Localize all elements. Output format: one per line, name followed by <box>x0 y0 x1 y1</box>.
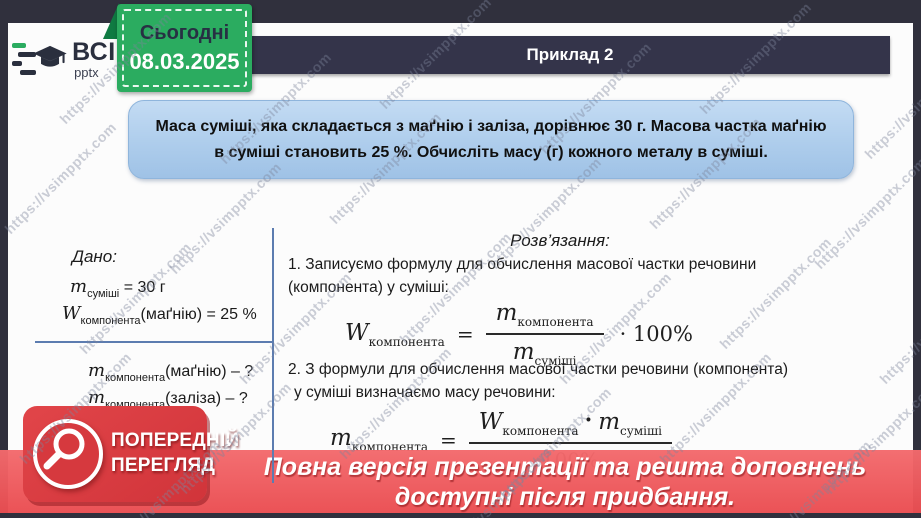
math-var: m <box>330 425 352 451</box>
page-title: Приклад 2 <box>526 45 614 64</box>
given-label: Дано: <box>72 247 117 266</box>
equals-sign: = <box>456 322 474 346</box>
unknown-line-magnesium: mкомпонента(маґнію) – ? <box>88 360 253 384</box>
slide-header: Приклад 2 <box>250 36 890 74</box>
multiplication-dot: · <box>584 407 593 433</box>
logo-motion-dashes <box>12 39 36 79</box>
given-fraction-line: Wкомпонента(маґнію) = 25 % <box>62 303 257 327</box>
step2-text-line1: 2. З формули для обчислення масової част… <box>288 361 788 378</box>
logo-sub-name: pptx <box>74 64 99 80</box>
today-badge-border: Сьогодні 08.03.2025 <box>122 9 247 87</box>
math-value: (маґнію) = 25 % <box>140 306 257 323</box>
today-label: Сьогодні <box>139 21 230 44</box>
purchase-notice-line2: доступні після придбання. <box>394 483 736 511</box>
problem-statement-box: Маса суміші, яка складається з маґнію і … <box>128 100 854 179</box>
preview-badge-line1: ПОПЕРЕДНІЙ <box>111 430 240 451</box>
math-sub: компонента <box>80 315 141 327</box>
math-sub: суміші <box>87 288 120 300</box>
math-value: (маґнію) – ? <box>165 363 254 380</box>
equals-sign: = <box>439 427 457 452</box>
today-date: 08.03.2025 <box>129 48 240 74</box>
preview-badge-text: ПОПЕРЕДНІЙ ПЕРЕГЛЯД <box>111 428 239 478</box>
preview-badge-line2: ПЕРЕГЛЯД <box>111 455 216 476</box>
fraction-denominator: mсуміші <box>485 333 604 368</box>
times-100-percent: · 100% <box>619 322 693 346</box>
math-var: m <box>88 360 106 381</box>
math-sub: компонента <box>105 372 166 384</box>
fraction-numerator: mкомпонента <box>495 300 594 329</box>
vertical-divider <box>272 228 274 483</box>
math-value: = 30 г <box>123 279 166 296</box>
fraction: mкомпонента mсуміші <box>485 300 604 368</box>
problem-text: Маса суміші, яка складається з маґнію і … <box>155 117 827 161</box>
purchase-notice-line1: Повна версія презентації та решта доповн… <box>263 453 867 481</box>
math-sub: компонента <box>368 334 445 349</box>
fraction-numerator: Wкомпонента · mсуміші <box>478 407 662 438</box>
step1-text-line1: 1. Записуємо формулу для обчислення масо… <box>288 256 757 273</box>
math-var: W <box>62 303 81 324</box>
purchase-notice-text: Повна версія презентації та решта доповн… <box>209 452 921 512</box>
solution-title: Розв’язання: <box>510 231 610 250</box>
magnifying-glass-icon <box>43 428 85 470</box>
formula-mass-fraction: Wкомпонента = mкомпонента mсуміші · 100% <box>345 300 693 368</box>
graduation-cap-icon <box>33 45 67 67</box>
math-value: (заліза) – ? <box>165 390 248 407</box>
math-var: m <box>88 387 106 408</box>
step1-text-line2: (компонента) у суміші: <box>288 279 449 296</box>
today-badge: Сьогодні 08.03.2025 <box>117 4 252 92</box>
step2-text-line2: у суміші визначаємо масу речовини: <box>294 384 556 401</box>
magnifier-circle <box>33 419 103 489</box>
given-mass-line: mсуміші = 30 г <box>70 276 166 300</box>
today-badge-fold <box>103 3 119 39</box>
math-var: W <box>345 319 369 346</box>
math-var: m <box>70 276 88 297</box>
given-divider <box>35 341 273 343</box>
preview-badge: ПОПЕРЕДНІЙ ПЕРЕГЛЯД <box>23 406 239 502</box>
